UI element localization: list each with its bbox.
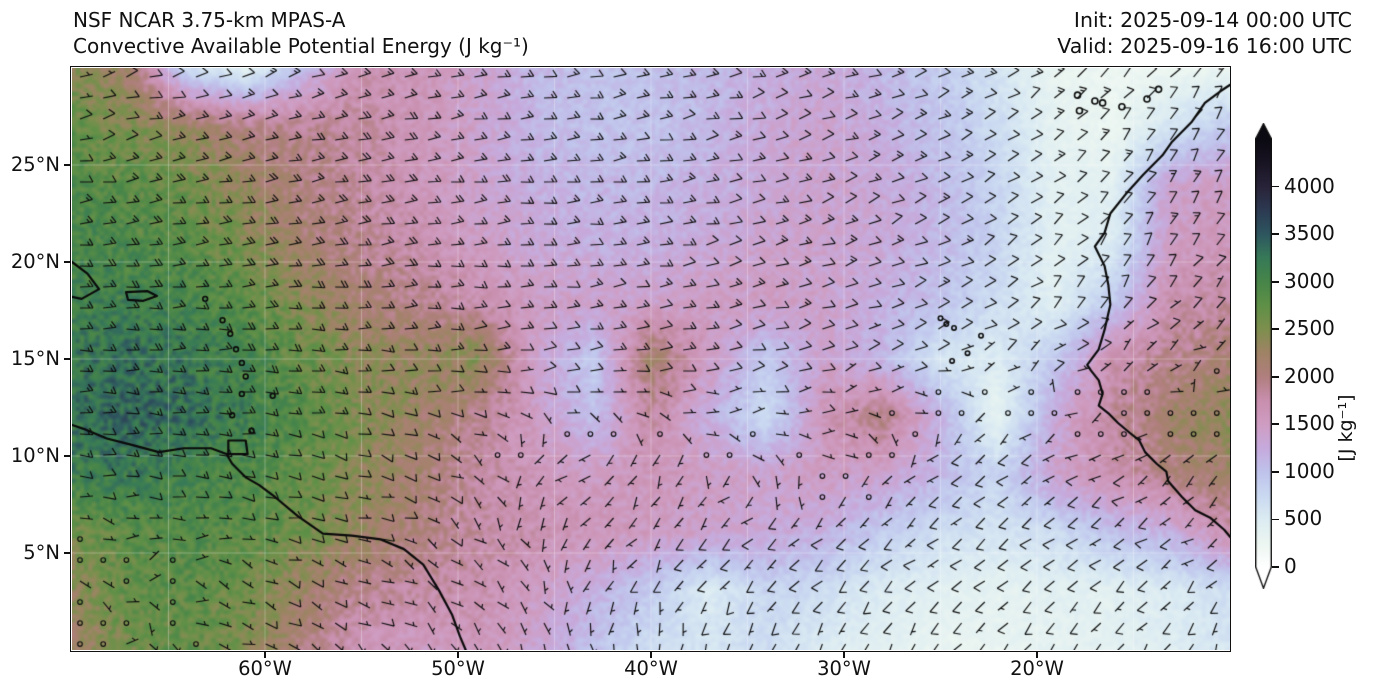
colorbar-tick-mark xyxy=(1272,233,1279,235)
run-info: Init: 2025-09-14 00:00 UTC Valid: 2025-0… xyxy=(1057,7,1352,59)
colorbar-tick-mark xyxy=(1272,566,1279,568)
x-tick-mark xyxy=(650,651,652,658)
colorbar-tick-label: 3000 xyxy=(1284,268,1335,293)
y-tick-label: 15°N xyxy=(10,347,60,370)
title-line-2: Convective Available Potential Energy (J… xyxy=(73,34,529,58)
colorbar-tick-label: 1000 xyxy=(1284,458,1335,483)
title-line-1: NSF NCAR 3.75-km MPAS-A xyxy=(73,8,346,32)
colorbar-canvas xyxy=(1255,123,1272,589)
colorbar-tick-mark xyxy=(1272,328,1279,331)
x-tick-mark xyxy=(843,651,845,658)
cape-field-map-canvas xyxy=(72,68,1230,650)
init-time: Init: 2025-09-14 00:00 UTC xyxy=(1073,8,1352,32)
y-tick-mark xyxy=(64,261,71,263)
colorbar-tick-mark xyxy=(1272,471,1279,473)
plot-title: NSF NCAR 3.75-km MPAS-A Convective Avail… xyxy=(73,7,529,59)
colorbar-tick-label: 500 xyxy=(1284,506,1323,531)
valid-time: Valid: 2025-09-16 16:00 UTC xyxy=(1057,34,1352,58)
colorbar-tick-mark xyxy=(1272,423,1279,426)
y-tick-mark xyxy=(64,358,71,360)
x-tick-label: 20°W xyxy=(1010,657,1064,680)
colorbar-tick-label: 2000 xyxy=(1284,363,1335,388)
colorbar-tick-mark xyxy=(1272,375,1279,378)
y-tick-mark xyxy=(64,552,71,554)
colorbar-tick-label: 3500 xyxy=(1284,221,1335,246)
colorbar-tick-label: 1500 xyxy=(1284,411,1335,436)
x-tick-label: 60°W xyxy=(238,657,292,680)
colorbar-tick-label: 2500 xyxy=(1284,316,1335,341)
colorbar-unit-label: [J kg⁻¹] xyxy=(1335,394,1357,462)
y-tick-label: 10°N xyxy=(10,444,60,467)
x-tick-mark xyxy=(264,651,266,658)
colorbar-tick-mark xyxy=(1272,280,1279,283)
x-tick-label: 40°W xyxy=(624,657,678,680)
x-tick-mark xyxy=(1036,651,1038,658)
y-tick-label: 20°N xyxy=(10,250,60,273)
colorbar-tick-mark xyxy=(1272,185,1279,188)
x-tick-label: 50°W xyxy=(431,657,485,680)
x-tick-mark xyxy=(457,651,459,658)
y-tick-mark xyxy=(64,164,71,166)
y-tick-label: 5°N xyxy=(23,541,60,564)
y-tick-mark xyxy=(64,455,71,457)
y-tick-label: 25°N xyxy=(10,153,60,176)
colorbar-tick-mark xyxy=(1272,518,1279,521)
colorbar-tick-label: 0 xyxy=(1284,554,1297,578)
colorbar-tick-label: 4000 xyxy=(1284,173,1335,198)
x-tick-label: 30°W xyxy=(817,657,871,680)
